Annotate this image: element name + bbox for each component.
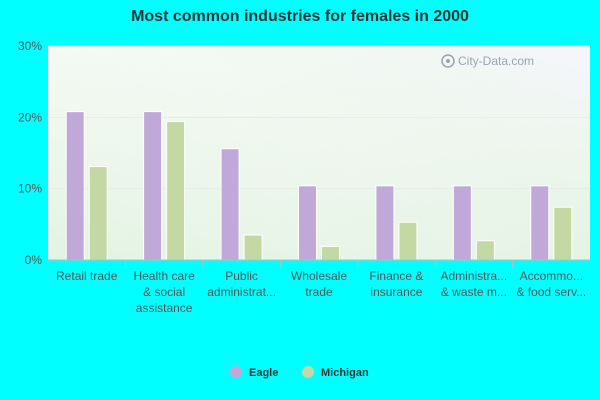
bar-michigan[interactable] [475,240,495,261]
legend-label-eagle: Eagle [249,367,278,379]
watermark: City-Data.com [441,54,534,68]
x-tick-label: Wholesale [291,269,347,283]
y-tick-label: 10% [18,182,42,196]
x-tick-label: Retail trade [56,269,118,283]
bar-eagle[interactable] [530,185,550,261]
bar-eagle[interactable] [65,111,85,261]
x-tick-label: & social [143,285,185,299]
y-tick-label: 30% [18,39,42,53]
bar-michigan[interactable] [398,221,418,261]
watermark-text: City-Data.com [458,54,534,68]
bar-eagle[interactable] [298,185,317,261]
x-tick-label: administrat... [207,285,276,299]
legend-label-michigan: Michigan [321,367,369,379]
bar-eagle[interactable] [375,185,395,261]
chart-title: Most common industries for females in 20… [131,8,469,25]
bar-eagle[interactable] [143,111,163,261]
bar-michigan[interactable] [88,166,108,261]
y-tick-label: 0% [25,253,43,267]
y-tick-label: 20% [18,110,42,124]
x-tick-label: & food serv... [516,285,586,299]
x-tick-label: & waste m... [441,285,507,299]
x-tick-label: Accommo... [520,269,583,283]
x-tick-label: trade [305,285,333,299]
x-tick-label: Health care [133,269,195,283]
legend-swatch-michigan [302,366,314,378]
bar-michigan[interactable] [553,206,573,261]
x-tick-label: assistance [136,301,193,315]
legend-swatch-eagle [230,366,242,378]
bar-michigan[interactable] [321,245,340,261]
bar-michigan[interactable] [166,121,186,261]
x-tick-label: insurance [370,285,422,299]
bar-eagle[interactable] [452,185,472,261]
bar-michigan[interactable] [243,234,263,261]
x-tick-label: Administra... [441,269,508,283]
plot-area-overlay [48,46,590,260]
x-tick-label: Finance & [369,269,423,283]
bar-eagle[interactable] [220,148,240,261]
x-tick-label: Public [225,269,258,283]
